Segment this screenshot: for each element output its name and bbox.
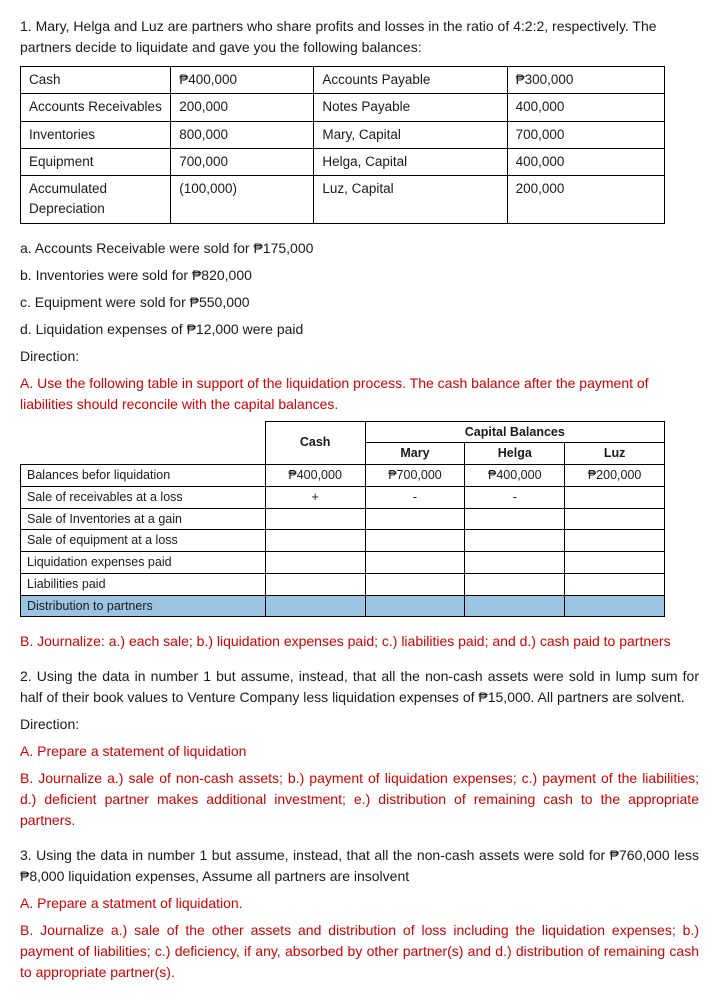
liq-cell: -: [465, 486, 565, 508]
balance-row: Cash₱400,000Accounts Payable₱300,000: [21, 67, 665, 94]
liq-row: Sale of equipment at a loss: [21, 530, 665, 552]
q2-direction-a: A. Prepare a statement of liquidation: [20, 741, 699, 762]
balance-row: Accounts Receivables200,000Notes Payable…: [21, 94, 665, 121]
liq-cell: ₱400,000: [265, 465, 365, 487]
liq-cell: [465, 530, 565, 552]
balance-cell: 700,000: [171, 148, 314, 175]
liq-row: Distribution to partners: [21, 595, 665, 617]
liq-row: Liquidation expenses paid: [21, 552, 665, 574]
problem-intro: 1. Mary, Helga and Luz are partners who …: [20, 16, 699, 58]
balance-cell: Accumulated Depreciation: [21, 176, 171, 224]
liq-cell: ₱700,000: [365, 465, 465, 487]
liq-cell: [465, 595, 565, 617]
liq-row-label: Sale of equipment at a loss: [21, 530, 266, 552]
col-helga: Helga: [465, 443, 565, 465]
balance-cell: 200,000: [507, 176, 664, 224]
item-c: c. Equipment were sold for ₱550,000: [20, 292, 699, 313]
balance-cell: Equipment: [21, 148, 171, 175]
liq-cell: [365, 595, 465, 617]
direction-a: A. Use the following table in support of…: [20, 373, 699, 415]
balance-cell: Mary, Capital: [314, 121, 507, 148]
col-cash: Cash: [265, 421, 365, 465]
balance-cell: Notes Payable: [314, 94, 507, 121]
liq-row-label: Balances befor liquidation: [21, 465, 266, 487]
balance-cell: Accounts Receivables: [21, 94, 171, 121]
liq-cell: -: [365, 486, 465, 508]
liq-cell: ₱400,000: [465, 465, 565, 487]
liq-row: Balances befor liquidation₱400,000₱700,0…: [21, 465, 665, 487]
q2-direction-label: Direction:: [20, 714, 699, 735]
liq-cell: [465, 552, 565, 574]
liq-cell: [365, 530, 465, 552]
liq-cell: [265, 552, 365, 574]
balance-cell: Accounts Payable: [314, 67, 507, 94]
liq-cell: [365, 552, 465, 574]
col-mary: Mary: [365, 443, 465, 465]
liq-cell: [565, 552, 665, 574]
liquidation-table: Cash Capital Balances Mary Helga Luz Bal…: [20, 421, 665, 618]
liq-row: Sale of receivables at a loss+--: [21, 486, 665, 508]
item-a: a. Accounts Receivable were sold for ₱17…: [20, 238, 699, 259]
liq-cell: [265, 573, 365, 595]
q3-intro: 3. Using the data in number 1 but assume…: [20, 845, 699, 887]
liq-cell: [565, 595, 665, 617]
direction-b: B. Journalize: a.) each sale; b.) liquid…: [20, 631, 699, 652]
balance-cell: 800,000: [171, 121, 314, 148]
balance-row: Equipment700,000Helga, Capital400,000: [21, 148, 665, 175]
liq-cell: [565, 508, 665, 530]
balance-row: Inventories800,000Mary, Capital700,000: [21, 121, 665, 148]
q3-direction-a: A. Prepare a statment of liquidation.: [20, 893, 699, 914]
liq-row-label: Liquidation expenses paid: [21, 552, 266, 574]
q2-intro: 2. Using the data in number 1 but assume…: [20, 666, 699, 708]
liq-cell: [365, 573, 465, 595]
col-group-capital: Capital Balances: [365, 421, 664, 443]
q2-direction-b: B. Journalize a.) sale of non-cash asset…: [20, 768, 699, 831]
balance-cell: ₱300,000: [507, 67, 664, 94]
liq-cell: [565, 573, 665, 595]
balance-cell: Cash: [21, 67, 171, 94]
col-luz: Luz: [565, 443, 665, 465]
liq-cell: [565, 486, 665, 508]
balance-cell: Helga, Capital: [314, 148, 507, 175]
liq-cell: [265, 508, 365, 530]
balance-cell: Luz, Capital: [314, 176, 507, 224]
liq-row-label: Liabilities paid: [21, 573, 266, 595]
balance-cell: Inventories: [21, 121, 171, 148]
balance-cell: (100,000): [171, 176, 314, 224]
liq-cell: +: [265, 486, 365, 508]
q3-direction-b: B. Journalize a.) sale of the other asse…: [20, 920, 699, 983]
liq-cell: [565, 530, 665, 552]
item-d: d. Liquidation expenses of ₱12,000 were …: [20, 319, 699, 340]
liq-row-label: Distribution to partners: [21, 595, 266, 617]
liq-cell: [265, 595, 365, 617]
balances-table: Cash₱400,000Accounts Payable₱300,000Acco…: [20, 66, 665, 224]
balance-cell: 400,000: [507, 94, 664, 121]
liq-cell: [265, 530, 365, 552]
balance-cell: ₱400,000: [171, 67, 314, 94]
liq-row-label: Sale of Inventories at a gain: [21, 508, 266, 530]
direction-label: Direction:: [20, 346, 699, 367]
balance-cell: 400,000: [507, 148, 664, 175]
liq-cell: [465, 573, 565, 595]
liq-cell: ₱200,000: [565, 465, 665, 487]
liq-cell: [365, 508, 465, 530]
liq-row: Sale of Inventories at a gain: [21, 508, 665, 530]
item-b: b. Inventories were sold for ₱820,000: [20, 265, 699, 286]
balance-row: Accumulated Depreciation(100,000)Luz, Ca…: [21, 176, 665, 224]
liq-row: Liabilities paid: [21, 573, 665, 595]
liq-row-label: Sale of receivables at a loss: [21, 486, 266, 508]
balance-cell: 200,000: [171, 94, 314, 121]
liq-cell: [465, 508, 565, 530]
balance-cell: 700,000: [507, 121, 664, 148]
